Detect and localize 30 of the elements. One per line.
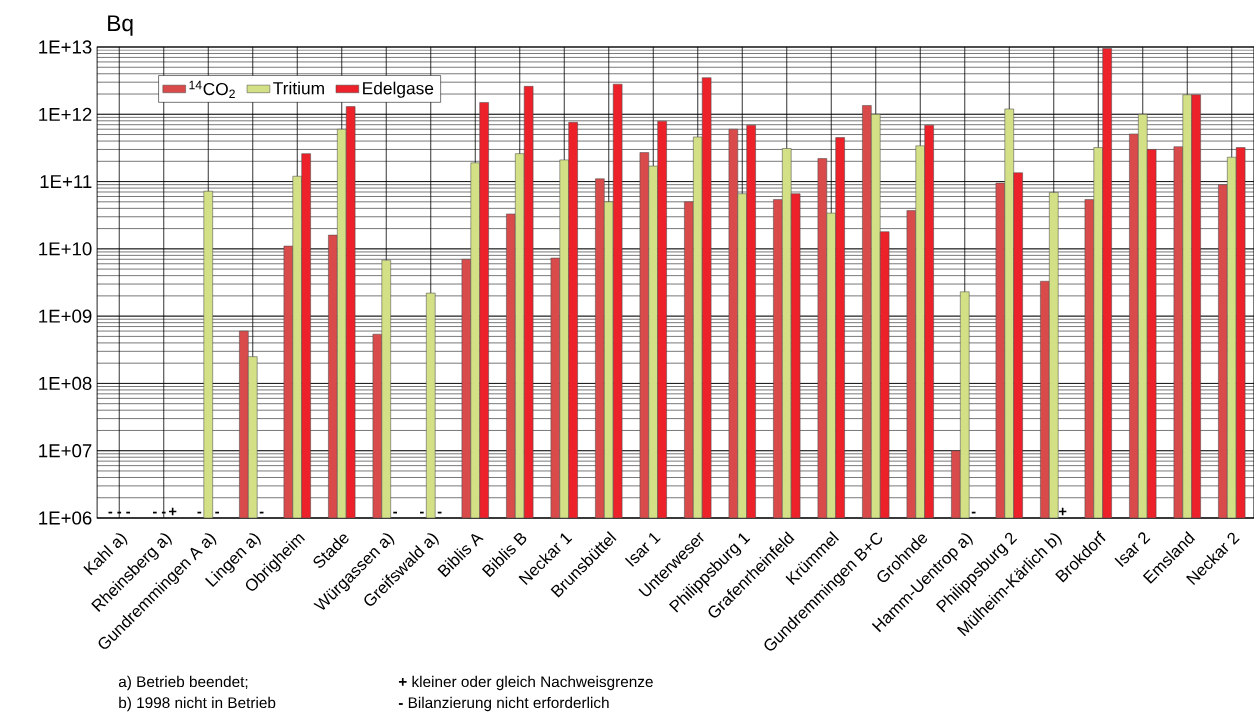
text: + kleiner oder gleich Nachweisgrenze <box>398 675 653 691</box>
text: b) 1998 nicht in Betrieb <box>119 696 276 712</box>
legend-label: $^{14}$CO$_{2}$ <box>189 80 235 98</box>
text: - <box>437 511 442 514</box>
text: - <box>259 511 264 514</box>
y-tick-label: 1E+09 <box>39 309 92 323</box>
y-tick-label: 1E+12 <box>39 107 92 121</box>
y-tick-label: 1E+10 <box>39 242 92 256</box>
text: - <box>126 511 130 514</box>
legend-label: Tritium <box>273 81 324 95</box>
text: - Bilanzierung nicht erforderlich <box>398 696 609 712</box>
text: - <box>971 511 976 514</box>
text: - <box>108 511 113 514</box>
text: - <box>393 511 397 514</box>
y-tick-label: 1E+06 <box>39 511 92 525</box>
text: + <box>168 507 177 516</box>
text: - <box>152 511 157 514</box>
y-axis-title: Bq <box>108 15 133 36</box>
legend-label: Edelgase <box>363 81 434 98</box>
y-tick-label: 1E+13 <box>39 40 92 54</box>
y-tick-label: 1E+11 <box>40 175 92 188</box>
text: - <box>117 511 122 514</box>
text: a) Betrieb beendet; <box>118 675 248 691</box>
text: - <box>161 511 166 514</box>
text: - <box>215 511 219 514</box>
text: - <box>419 511 424 514</box>
y-tick-label: 1E+07 <box>39 444 92 458</box>
text: + <box>1058 507 1067 516</box>
y-tick-label: 1E+08 <box>39 376 92 391</box>
text: - <box>197 511 202 514</box>
